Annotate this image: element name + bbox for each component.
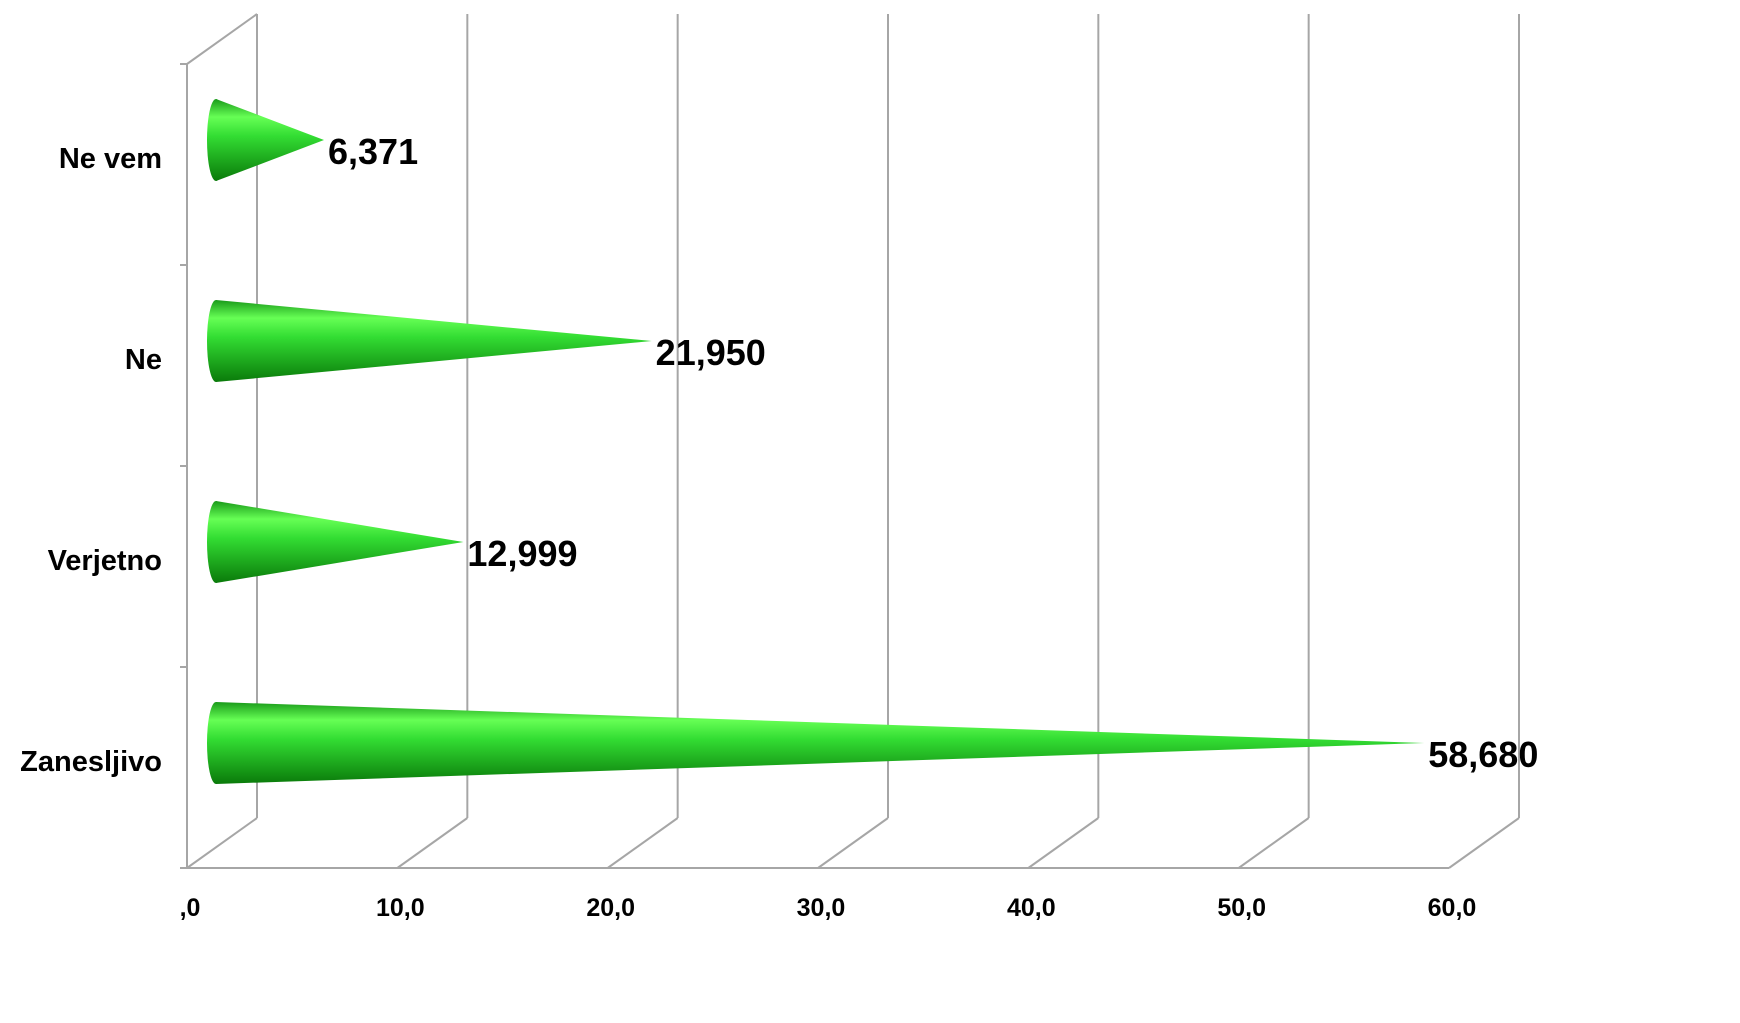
grid-line-floor	[186, 817, 258, 869]
cone-body	[216, 501, 464, 583]
x-tick-label: 30,0	[797, 894, 846, 922]
cone-body	[216, 300, 652, 382]
category-label: Zanesljivo	[20, 746, 162, 778]
grid-line-floor	[1448, 817, 1520, 869]
cone-base	[207, 300, 225, 382]
data-label: 12,999	[467, 533, 577, 574]
grid-lines	[180, 13, 1520, 869]
data-label: 6,371	[328, 131, 418, 172]
category-label: Verjetno	[48, 545, 162, 577]
x-tick-label: 50,0	[1217, 894, 1266, 922]
cone-base	[207, 99, 225, 181]
grid-line-floor	[1027, 817, 1099, 869]
grid-line-floor	[1238, 817, 1310, 869]
grid-line-floor	[607, 817, 679, 869]
cone-base	[207, 501, 225, 583]
cone-bar	[207, 99, 325, 181]
grid-line-floor	[396, 817, 468, 869]
grid-line-floor	[817, 817, 889, 869]
category-label: Ne vem	[59, 143, 162, 175]
cone-bar	[207, 501, 464, 583]
x-tick-label: ,0	[180, 894, 201, 922]
x-tick-label: 40,0	[1007, 894, 1056, 922]
category-labels: Zanesljivo Verjetno Ne Ne vem	[20, 143, 162, 778]
data-label: 58,680	[1428, 734, 1538, 775]
cone-body	[216, 702, 1425, 784]
x-tick-label: 20,0	[586, 894, 635, 922]
category-label: Ne	[125, 344, 162, 376]
data-labels: 58,680 12,999 21,950 6,371	[328, 131, 1538, 775]
cone-bars	[207, 99, 1425, 784]
x-tick-label: 10,0	[376, 894, 425, 922]
x-axis-tick-labels: ,0 10,0 20,0 30,0 40,0 50,0 60,0	[180, 894, 1477, 922]
cone-base	[207, 702, 225, 784]
cone-bar	[207, 702, 1425, 784]
x-tick-label: 60,0	[1428, 894, 1477, 922]
data-label: 21,950	[656, 332, 766, 373]
cone-body	[216, 99, 325, 181]
left-wall-top-line	[186, 13, 258, 65]
cone-bar	[207, 300, 652, 382]
